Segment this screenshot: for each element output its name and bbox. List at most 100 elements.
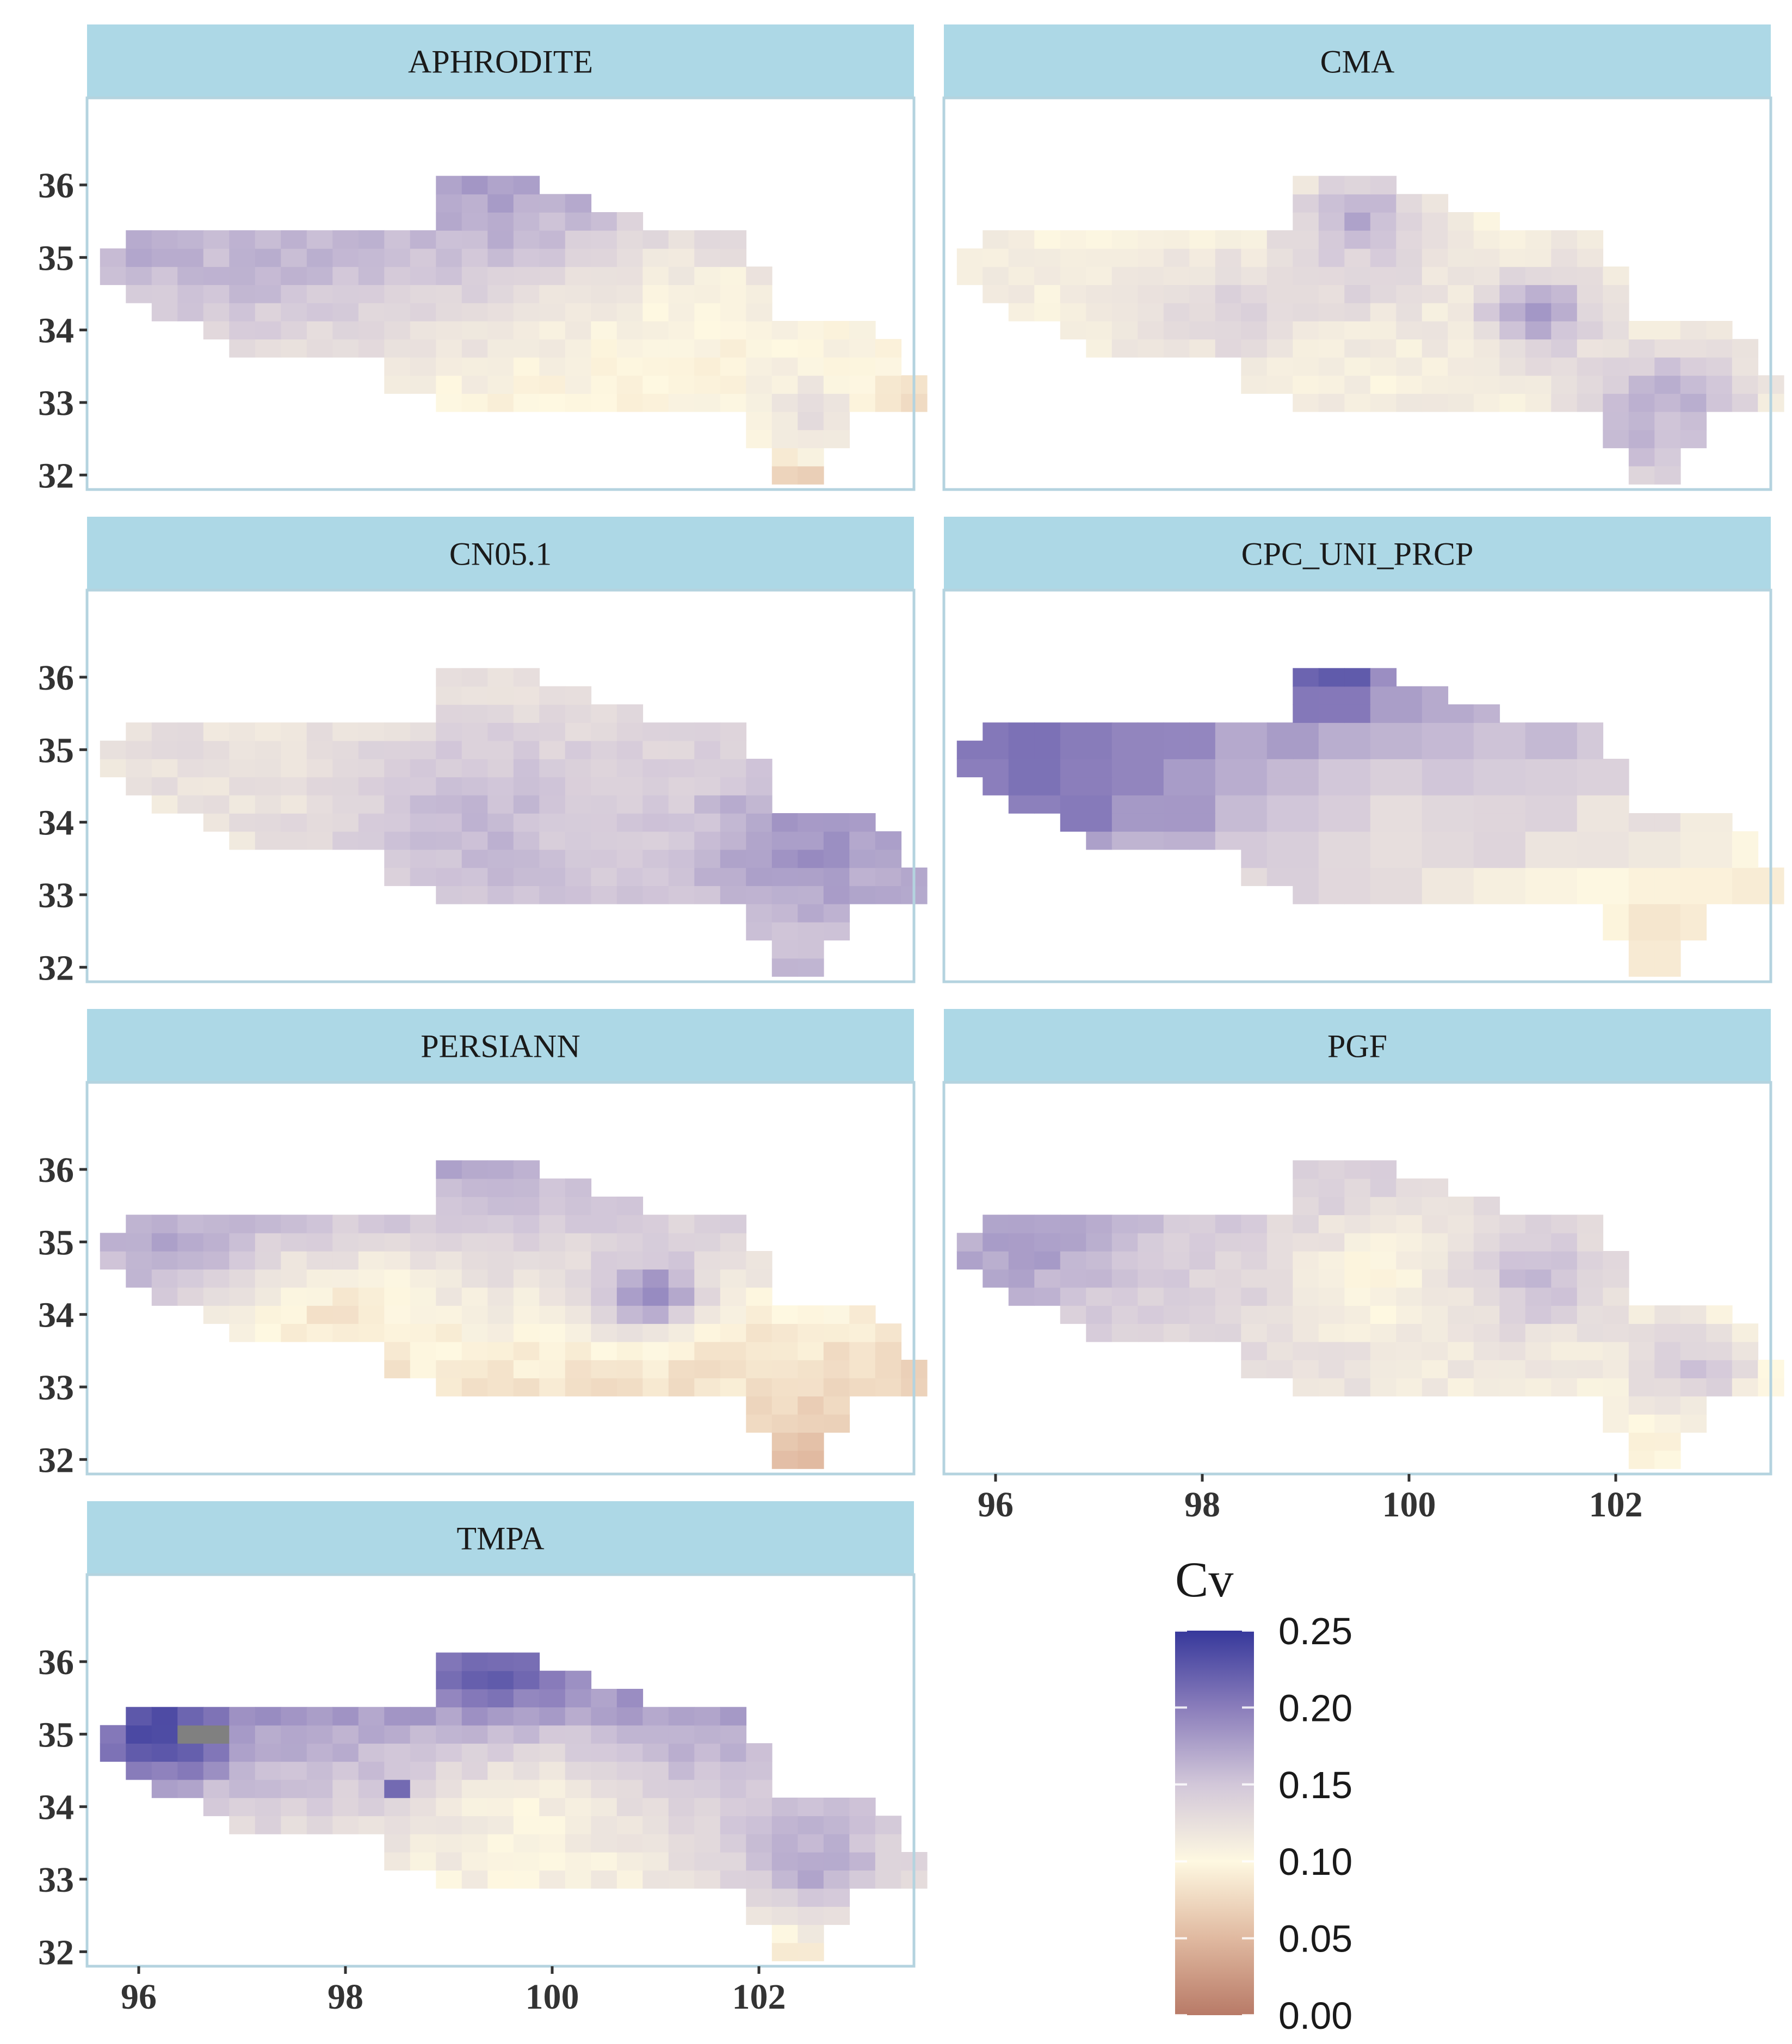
heatmap-cell bbox=[1422, 704, 1449, 723]
heatmap-cell bbox=[126, 1743, 152, 1762]
heatmap-cell bbox=[410, 1779, 437, 1798]
heatmap-cell bbox=[332, 1725, 359, 1744]
heatmap-cell bbox=[849, 849, 876, 868]
heatmap-cell bbox=[1008, 722, 1035, 741]
y-tick-label: 35 bbox=[38, 1223, 74, 1262]
panel-title: CMA bbox=[1320, 44, 1395, 80]
heatmap-cell bbox=[798, 1360, 824, 1379]
heatmap-cell bbox=[281, 1215, 307, 1234]
heatmap-cell bbox=[1293, 1178, 1319, 1197]
heatmap-cell bbox=[1293, 813, 1319, 832]
heatmap-cell bbox=[1370, 1341, 1397, 1360]
heatmap-cell bbox=[229, 321, 256, 340]
heatmap-cell bbox=[616, 777, 644, 796]
heatmap-cell bbox=[798, 1396, 824, 1415]
heatmap-cell bbox=[720, 849, 747, 868]
heatmap-cell bbox=[1654, 1432, 1681, 1451]
heatmap-cell bbox=[1499, 302, 1526, 321]
heatmap-cell bbox=[1086, 302, 1113, 321]
heatmap-cell bbox=[1448, 1378, 1474, 1397]
heatmap-cell bbox=[539, 686, 566, 705]
heatmap-cell bbox=[487, 1798, 514, 1817]
heatmap-cell bbox=[306, 321, 333, 340]
heatmap-cell bbox=[410, 302, 437, 321]
heatmap-cell bbox=[1370, 1160, 1397, 1179]
heatmap-cell bbox=[1551, 1269, 1578, 1288]
heatmap-cell bbox=[203, 759, 230, 778]
heatmap-cell bbox=[1422, 194, 1449, 213]
heatmap-cell bbox=[1473, 1269, 1500, 1288]
heatmap-cell bbox=[306, 1779, 333, 1798]
heatmap-cell bbox=[384, 267, 411, 286]
heatmap-cell bbox=[1370, 321, 1397, 340]
heatmap-cell bbox=[281, 1816, 307, 1835]
heatmap-cell bbox=[1422, 1360, 1449, 1379]
heatmap-cell bbox=[513, 1341, 540, 1360]
heatmap-cell bbox=[487, 1160, 514, 1179]
heatmap-cell bbox=[694, 740, 721, 759]
heatmap-cell bbox=[720, 1816, 747, 1835]
heatmap-cell bbox=[1473, 284, 1500, 303]
heatmap-cell bbox=[229, 759, 256, 778]
heatmap-cell bbox=[461, 1670, 489, 1689]
heatmap-cell bbox=[1060, 795, 1087, 814]
heatmap-cell bbox=[461, 831, 489, 850]
heatmap-cell bbox=[668, 1251, 695, 1270]
heatmap-cell bbox=[798, 339, 824, 358]
heatmap-cell bbox=[1628, 339, 1655, 358]
heatmap-cell bbox=[694, 267, 721, 286]
heatmap-cell bbox=[281, 1743, 307, 1762]
heatmap-cell bbox=[1654, 922, 1681, 941]
heatmap-cell bbox=[461, 1251, 489, 1270]
heatmap-cell bbox=[1473, 230, 1500, 249]
panel-title: PGF bbox=[1327, 1029, 1387, 1064]
heatmap-cell bbox=[1628, 430, 1655, 449]
heatmap-cell bbox=[1344, 1160, 1371, 1179]
heatmap-cell bbox=[177, 230, 204, 249]
heatmap-cell bbox=[1448, 1360, 1474, 1379]
heatmap-cell bbox=[956, 759, 984, 778]
heatmap-cell bbox=[1577, 722, 1604, 741]
heatmap-cell bbox=[436, 1670, 462, 1689]
heatmap-cell bbox=[875, 1834, 902, 1853]
heatmap-cell bbox=[513, 885, 540, 905]
heatmap-cell bbox=[746, 849, 773, 868]
heatmap-cell bbox=[126, 1269, 152, 1288]
heatmap-cell bbox=[1241, 740, 1268, 759]
heatmap-cell bbox=[1654, 831, 1681, 850]
heatmap-cell bbox=[1499, 722, 1526, 741]
heatmap-cell bbox=[332, 284, 359, 303]
heatmap-cell bbox=[177, 1251, 204, 1270]
heatmap-cell bbox=[1680, 339, 1707, 358]
heatmap-cell bbox=[616, 1761, 644, 1780]
heatmap-cell bbox=[306, 267, 333, 286]
heatmap-cell bbox=[1215, 722, 1242, 741]
heatmap-cell bbox=[126, 777, 152, 796]
heatmap-cell bbox=[410, 339, 437, 358]
heatmap-cell bbox=[332, 1232, 359, 1252]
heatmap-cell bbox=[591, 868, 617, 887]
heatmap-cell bbox=[616, 1852, 644, 1871]
heatmap-cell bbox=[1008, 1287, 1035, 1306]
heatmap-cell bbox=[1422, 795, 1449, 814]
heatmap-cell bbox=[720, 722, 747, 741]
heatmap-cell bbox=[956, 248, 984, 267]
heatmap-cell bbox=[1654, 430, 1681, 449]
heatmap-cell bbox=[1086, 759, 1113, 778]
heatmap-cell bbox=[384, 1269, 411, 1288]
heatmap-cell bbox=[1163, 321, 1190, 340]
heatmap-cell bbox=[436, 1743, 462, 1762]
heatmap-cell bbox=[255, 1232, 282, 1252]
heatmap-cell bbox=[1163, 284, 1190, 303]
heatmap-cell bbox=[513, 849, 540, 868]
heatmap-cell bbox=[642, 1707, 669, 1726]
heatmap-cell bbox=[255, 1305, 282, 1324]
heatmap-cell bbox=[461, 1870, 489, 1889]
heatmap-cell bbox=[461, 1360, 489, 1379]
y-tick-label: 33 bbox=[38, 1860, 74, 1900]
heatmap-cell bbox=[1448, 1251, 1474, 1270]
panel-strip bbox=[87, 1009, 914, 1082]
heatmap-cell bbox=[1241, 267, 1268, 286]
heatmap-cell bbox=[203, 1305, 230, 1324]
heatmap-cell bbox=[1525, 831, 1552, 850]
